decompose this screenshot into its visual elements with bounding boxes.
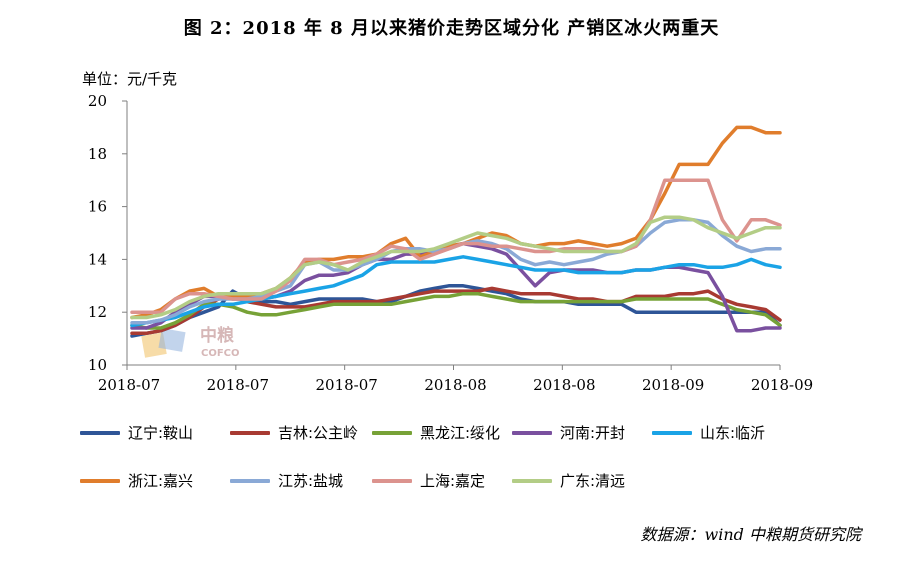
cofco-logo: 中粮 COFCO (141, 325, 240, 359)
series-line-3 (130, 291, 782, 330)
series-line-9 (130, 215, 782, 320)
y-tick-label: 10 (88, 356, 107, 374)
y-tick-label: 12 (88, 303, 107, 321)
logo-text-main: 中粮 (200, 325, 234, 346)
x-tick-label: 2018-07 (315, 376, 377, 394)
logo-text-sub: COFCO (201, 348, 240, 359)
x-tick-label: 2018-07 (98, 376, 160, 394)
x-tick-label: 2018-08 (533, 376, 595, 394)
logo-cube-icon-2 (158, 328, 186, 352)
x-tick-label: 2018-09 (751, 376, 813, 394)
series-line-5 (130, 255, 782, 328)
y-tick-label: 16 (88, 198, 107, 216)
unit-label: 单位：元/千克 (82, 70, 178, 88)
y-tick-label: 14 (88, 250, 107, 268)
series-line-6 (130, 125, 782, 320)
x-tick-label: 2018-09 (642, 376, 704, 394)
series-line-8 (130, 178, 782, 314)
x-tick-label: 2018-07 (207, 376, 269, 394)
x-tick-label: 2018-08 (424, 376, 486, 394)
y-tick-label: 18 (88, 145, 107, 163)
y-tick-label: 20 (88, 92, 107, 110)
source-note: 数据源：wind 中粮期货研究院 (640, 525, 861, 544)
chart-title: 图 2：2018 年 8 月以来猪价走势区域分化 产销区冰火两重天 (183, 18, 720, 39)
